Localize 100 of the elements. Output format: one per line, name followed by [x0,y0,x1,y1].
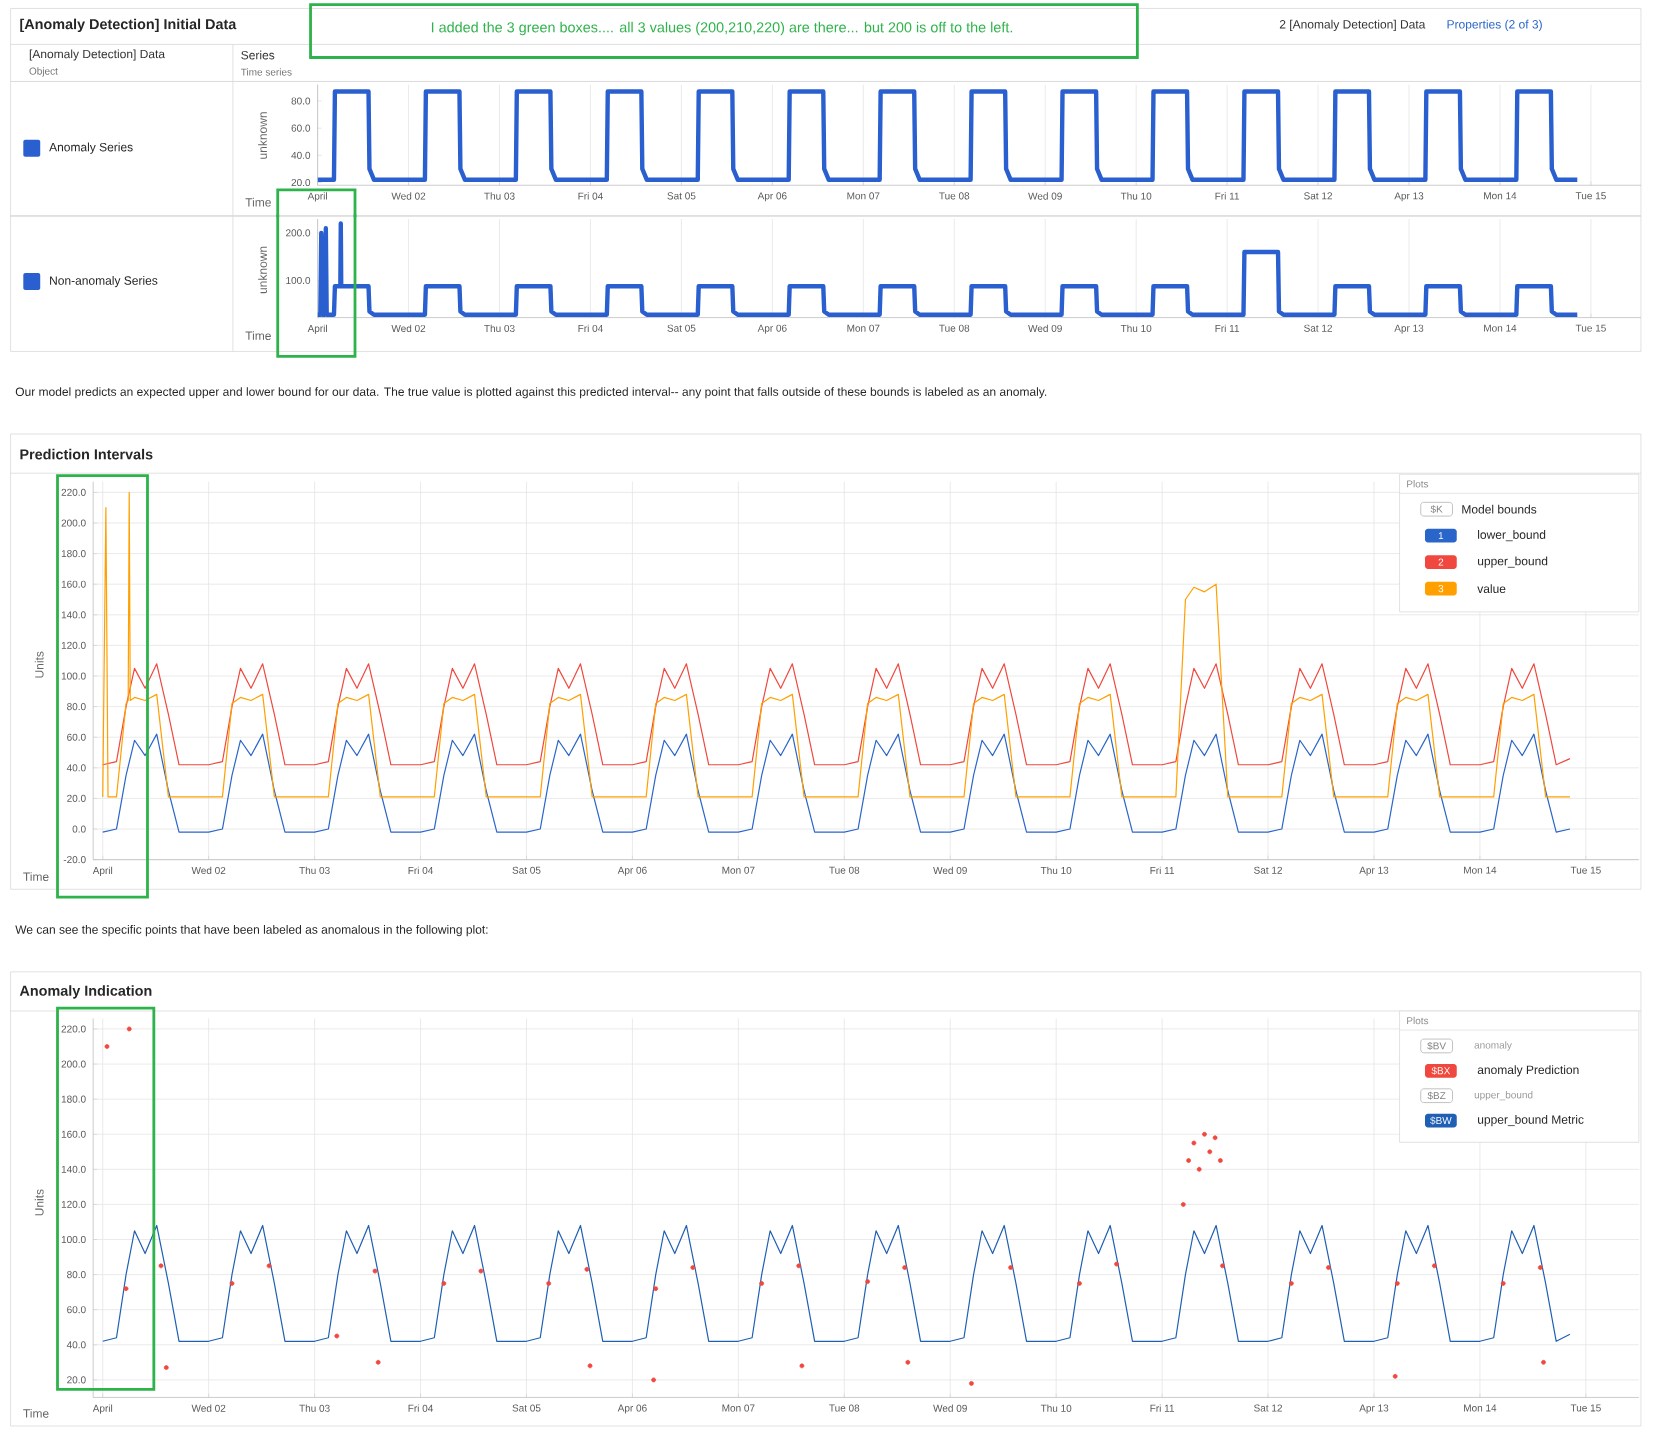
x-axis-title: Time [245,197,271,207]
annotation: 3 [1438,584,1444,593]
y-tick-label: 0.0 [72,825,86,833]
y-tick-label: -20.0 [63,855,86,864]
x-tick-label: Thu 10 [1040,866,1072,874]
x-tick-label: Thu 10 [1120,324,1152,332]
x-tick-label: Apr 06 [757,324,787,334]
x-tick-label: Apr 13 [1359,866,1389,876]
x-tick-label: Mon 14 [1484,324,1517,332]
x-tick-label: Wed 02 [191,866,226,874]
x-tick-label: Sat 12 [1254,866,1282,874]
x-tick-label: Thu 03 [299,866,330,874]
x-tick-label: Apr 06 [757,192,787,202]
y-tick-label: 160.0 [61,1130,86,1138]
y-tick-label: 100.0 [61,672,86,680]
x-tick-label: Wed 09 [1028,324,1062,332]
y-tick-label: 80.0 [67,702,86,711]
x-tick-label: Wed 09 [1028,192,1062,200]
x-tick-label: Apr 06 [617,866,647,876]
x-tick-label: Tue 08 [939,192,970,200]
x-tick-label: Tue 15 [1570,1404,1601,1412]
text: [Anomaly Detection] Data [29,49,166,61]
x-tick-label: Mon 07 [722,1404,755,1412]
y-tick-label: 120.0 [61,1200,86,1208]
y-tick-label: 20.0 [291,178,311,186]
y-tick-label: 100.0 [286,276,311,284]
x-tick-label: April [307,324,327,334]
x-tick-label: Mon 07 [847,324,880,332]
text: Series [241,50,275,60]
x-tick-label: Fri 11 [1215,324,1240,332]
y-tick-label: 140.0 [61,1165,86,1173]
x-tick-label: Sat 05 [512,866,541,874]
x-tick-label: April [92,866,113,876]
x-axis-title: Time [245,331,271,340]
x-tick-label: Wed 02 [191,1404,226,1412]
x-tick-label: Sat 05 [667,324,696,332]
legend-label: anomaly Prediction [1477,1065,1579,1077]
text: Object [29,67,58,77]
y-tick-label: 80.0 [291,97,311,105]
x-tick-label: Sat 12 [1254,1404,1282,1412]
x-tick-label: Sat 12 [1304,324,1333,332]
x-tick-label: Sat 12 [1304,192,1333,200]
x-tick-label: Fri 04 [578,192,603,200]
x-tick-label: Thu 10 [1040,1404,1072,1412]
text: We can see the specific points that have been labeled as anomalous in the following plot: [15,924,488,937]
x-tick-label: Tue 08 [829,1404,860,1412]
x-tick-label: Tue 08 [939,324,970,332]
annotation: $BW [1430,1116,1452,1125]
y-tick-label: 40.0 [66,1341,86,1349]
x-tick-label: Apr 06 [617,1404,647,1414]
x-tick-label: Fri 11 [1215,192,1240,200]
x-tick-label: Mon 07 [847,192,880,200]
x-tick-label: Apr 13 [1359,1404,1389,1414]
text: [Anomaly Detection] Initial Data [20,18,237,32]
annotation: $BZ [1427,1091,1446,1100]
annotation: anomaly [1474,1041,1512,1051]
annotation: $BV [1427,1041,1447,1050]
y-tick-label: 220.0 [61,1025,86,1033]
y-tick-label: 120.0 [61,641,86,649]
y-axis-title: unknown [258,246,267,294]
x-tick-label: April [307,192,327,202]
annotation: Model bounds [1462,504,1537,514]
x-tick-label: Wed 02 [391,324,426,332]
x-tick-label: Sat 05 [512,1404,541,1412]
x-tick-label: Wed 09 [933,1404,967,1412]
x-tick-label: Apr 13 [1394,324,1424,334]
x-tick-label: April [92,1404,113,1414]
text: Properties (2 of 3) [1447,19,1542,31]
x-tick-label: Sat 05 [667,192,696,200]
x-tick-label: Thu 03 [484,192,515,200]
legend-label: value [1477,584,1506,593]
annotation: $BX [1431,1066,1451,1075]
x-tick-label: Wed 02 [391,192,426,200]
legend-label: Anomaly Series [49,142,133,154]
annotation: 2 [1438,558,1444,566]
y-tick-label: 100.0 [61,1235,86,1243]
x-tick-label: Thu 10 [1120,192,1152,200]
y-tick-label: 140.0 [61,611,86,619]
y-tick-label: 20.0 [67,1376,86,1384]
legend-label: lower_bound [1478,530,1546,542]
annotation: upper_bound [1474,1090,1533,1101]
annotation: 1 [1438,532,1444,540]
x-tick-label: Tue 08 [829,866,860,874]
y-axis-title: Units [34,651,44,678]
x-tick-label: Thu 03 [299,1404,330,1412]
y-tick-label: 220.0 [61,488,86,496]
text: Time series [240,68,292,76]
text: Our model predicts an expected upper and lower bound for our data. The true value is plotted against this predicted interval-- any point that falls outside of these bounds is labeled as an anomaly. [15,387,1047,399]
y-tick-label: 40.0 [66,764,86,772]
y-tick-label: 20.0 [67,794,86,802]
legend-label: Non-anomaly Series [50,275,158,288]
legend-title: Plots [1407,480,1429,488]
y-tick-label: 80.0 [67,1270,86,1279]
x-tick-label: Wed 09 [933,866,967,874]
y-tick-label: 40.0 [291,151,311,159]
x-tick-label: Mon 14 [1484,192,1517,200]
legend-label: upper_bound Metric [1478,1114,1584,1127]
x-tick-label: Mon 07 [722,866,755,874]
x-tick-label: Tue 15 [1575,192,1606,200]
x-tick-label: Tue 15 [1575,324,1606,332]
